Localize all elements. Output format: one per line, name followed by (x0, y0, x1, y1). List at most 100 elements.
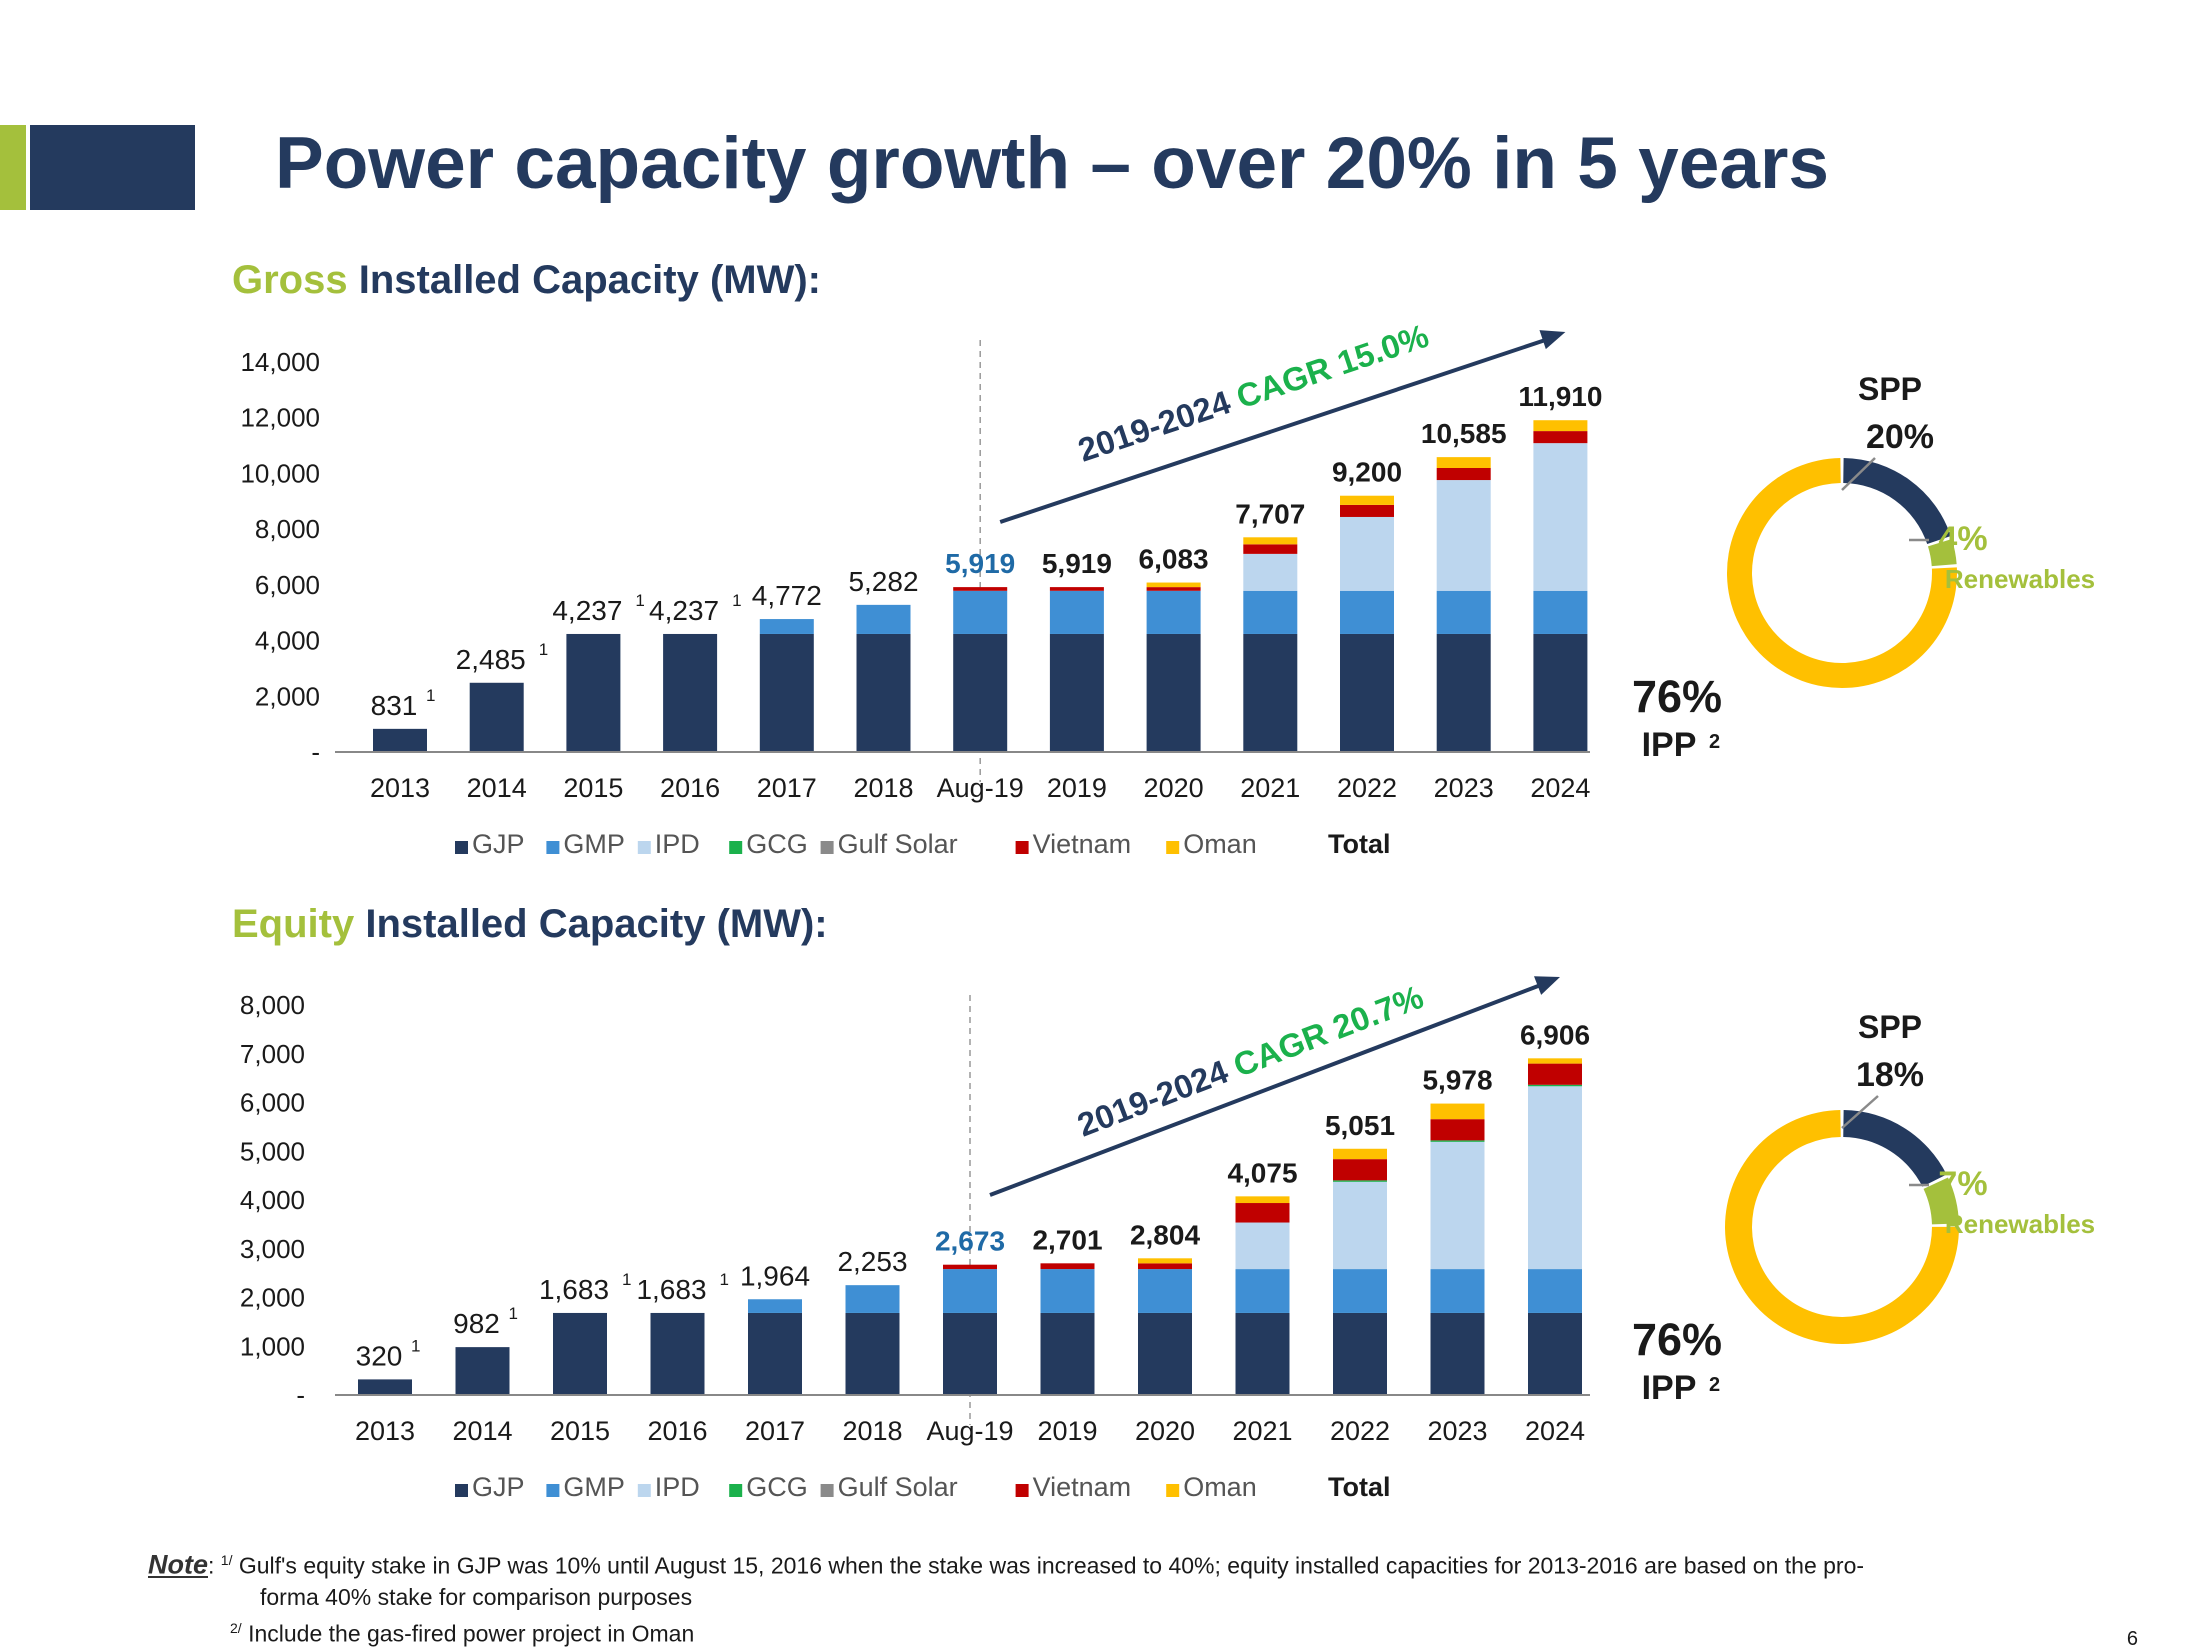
equity-legend-swatch (729, 1484, 743, 1497)
equity-legend-label: GJP (472, 1472, 525, 1502)
gross-bar-gjp (1340, 633, 1394, 752)
equity-bar-gmp (1333, 1269, 1387, 1313)
equity-bar-gjp (1235, 1312, 1290, 1395)
equity-category-label: 2015 (550, 1416, 610, 1446)
footnote-2-text: Include the gas-fired power project in O… (241, 1620, 695, 1647)
gross-bar-gjp (856, 633, 911, 752)
equity-category-label: 2013 (355, 1416, 415, 1446)
gross-total-label: 831 (371, 690, 418, 721)
gross-total-label: 4,237 (552, 595, 622, 626)
equity-bar-ipd (1235, 1222, 1290, 1270)
gross-bar-oman (1436, 457, 1491, 468)
equity-bar-gcg (1333, 1180, 1387, 1182)
gross-bar-gmp (1340, 590, 1394, 634)
equity-category-label: 2021 (1232, 1416, 1292, 1446)
equity-total-label: 982 (453, 1308, 500, 1339)
gross-ytick-label: 12,000 (240, 403, 320, 433)
gross-legend-label: Oman (1183, 829, 1257, 859)
equity-total-footnote-mark: 1 (509, 1304, 518, 1323)
equity-bar-ipd (1528, 1086, 1582, 1270)
equity-bar-gcg (1528, 1084, 1582, 1087)
gross-bar-gmp (856, 604, 911, 634)
gross-bar-gjp (1146, 633, 1201, 752)
gross-bar-vietnam (953, 587, 1008, 591)
equity-category-label: 2018 (842, 1416, 902, 1446)
equity-bar-gjp (943, 1312, 997, 1395)
equity-total-label: 5,978 (1422, 1065, 1492, 1096)
gross-total-label: 6,083 (1139, 544, 1209, 575)
equity-bar-oman (1430, 1103, 1485, 1120)
gross-legend-swatch (455, 841, 468, 854)
equity-category-label: 2014 (452, 1416, 512, 1446)
page-number: 6 (2126, 1628, 2138, 1650)
equity-bar-gjp (650, 1312, 705, 1395)
equity-bar-gjp (1430, 1312, 1485, 1395)
equity-title-highlight: Equity (232, 902, 355, 946)
equity-legend-label: GCG (746, 1472, 808, 1502)
footnote-1-mark: 1/ (220, 1552, 233, 1568)
gross-donut-ipp-sup: 2 (1709, 731, 1720, 753)
gross-bar-gmp (759, 619, 814, 634)
equity-bar-vietnam (1040, 1263, 1095, 1270)
equity-total-label: 1,683 (636, 1274, 706, 1305)
equity-bar-oman (1333, 1148, 1387, 1160)
gross-bar-gjp (1533, 633, 1588, 752)
gross-category-label: 2015 (563, 773, 623, 803)
equity-bar-gmp (1040, 1269, 1095, 1313)
equity-legend-swatch (637, 1484, 651, 1497)
equity-category-label: 2017 (745, 1416, 805, 1446)
gross-total-label: 5,919 (1042, 548, 1112, 579)
gross-donut-spp-leader (1841, 457, 1876, 491)
gross-category-label: Aug-19 (937, 773, 1024, 803)
equity-legend-total: Total (1328, 1472, 1391, 1502)
gross-bar-gjp (1243, 633, 1298, 752)
gross-legend-swatch (820, 841, 834, 854)
equity-bar-ipd (1430, 1141, 1485, 1270)
equity-section-title: Equity Installed Capacity (MW): (232, 902, 828, 947)
equity-bar-gjp (1138, 1312, 1192, 1395)
equity-donut-slice-spp (1843, 1110, 1947, 1187)
gross-bar-vietnam (1049, 587, 1104, 591)
equity-legend-swatch (455, 1484, 468, 1497)
gross-bar-vietnam (1146, 587, 1201, 591)
gross-bar-gmp (1049, 590, 1104, 634)
equity-category-label: 2020 (1135, 1416, 1195, 1446)
gross-bar-ipd (1436, 480, 1491, 591)
gross-cagr-period: 2019-2024 (1073, 380, 1243, 468)
gross-bar-oman (1243, 537, 1298, 545)
equity-bar-gmp (1430, 1269, 1485, 1313)
equity-total-label: 2,253 (837, 1246, 907, 1277)
gross-bar-gjp (759, 633, 814, 752)
gross-bar-ipd (1340, 516, 1394, 591)
gross-bar-gjp (566, 633, 621, 752)
equity-total-label: 2,673 (935, 1226, 1005, 1257)
header-title-block (30, 125, 195, 210)
gross-bar-gjp (1049, 633, 1104, 752)
equity-category-label: 2023 (1427, 1416, 1487, 1446)
gross-bar-gjp (373, 728, 427, 752)
equity-legend-swatch (1015, 1484, 1029, 1497)
gross-donut-ren-pct: 4% (1938, 520, 1987, 558)
equity-legend-label: Vietnam (1033, 1472, 1132, 1502)
equity-ytick-label: 6,000 (240, 1088, 305, 1118)
equity-category-label: Aug-19 (926, 1416, 1013, 1446)
equity-capacity-chart: - 1,000 2,000 3,000 4,000 5,000 6,000 7,000 8,00… (240, 976, 2095, 1502)
equity-ytick-label: 4,000 (240, 1185, 305, 1215)
gross-bar-gjp (469, 682, 524, 752)
equity-legend-label: GMP (563, 1472, 625, 1502)
footnote-2-mark: 2/ (230, 1619, 242, 1636)
equity-ytick-label: 1,000 (240, 1331, 305, 1361)
equity-donut-slice-renewables (1923, 1177, 1959, 1225)
gross-donut-ren-label: Renewables (1945, 564, 2095, 594)
gross-total-label: 10,585 (1421, 418, 1507, 449)
equity-bar-ipd (1333, 1181, 1387, 1270)
equity-bar-vietnam (1430, 1119, 1485, 1141)
gross-cagr-label: 2019-2024 CAGR 15.0% (1073, 317, 1433, 469)
equity-legend-swatch (546, 1484, 560, 1497)
equity-bar-gcg (1430, 1140, 1485, 1142)
gross-bar-gmp (1146, 590, 1201, 634)
gross-donut-ipp-pct: 76% (1632, 671, 1722, 722)
gross-legend-total: Total (1328, 829, 1391, 859)
gross-donut-spp-label: SPP (1858, 371, 1922, 407)
gross-category-label: 2023 (1434, 773, 1494, 803)
